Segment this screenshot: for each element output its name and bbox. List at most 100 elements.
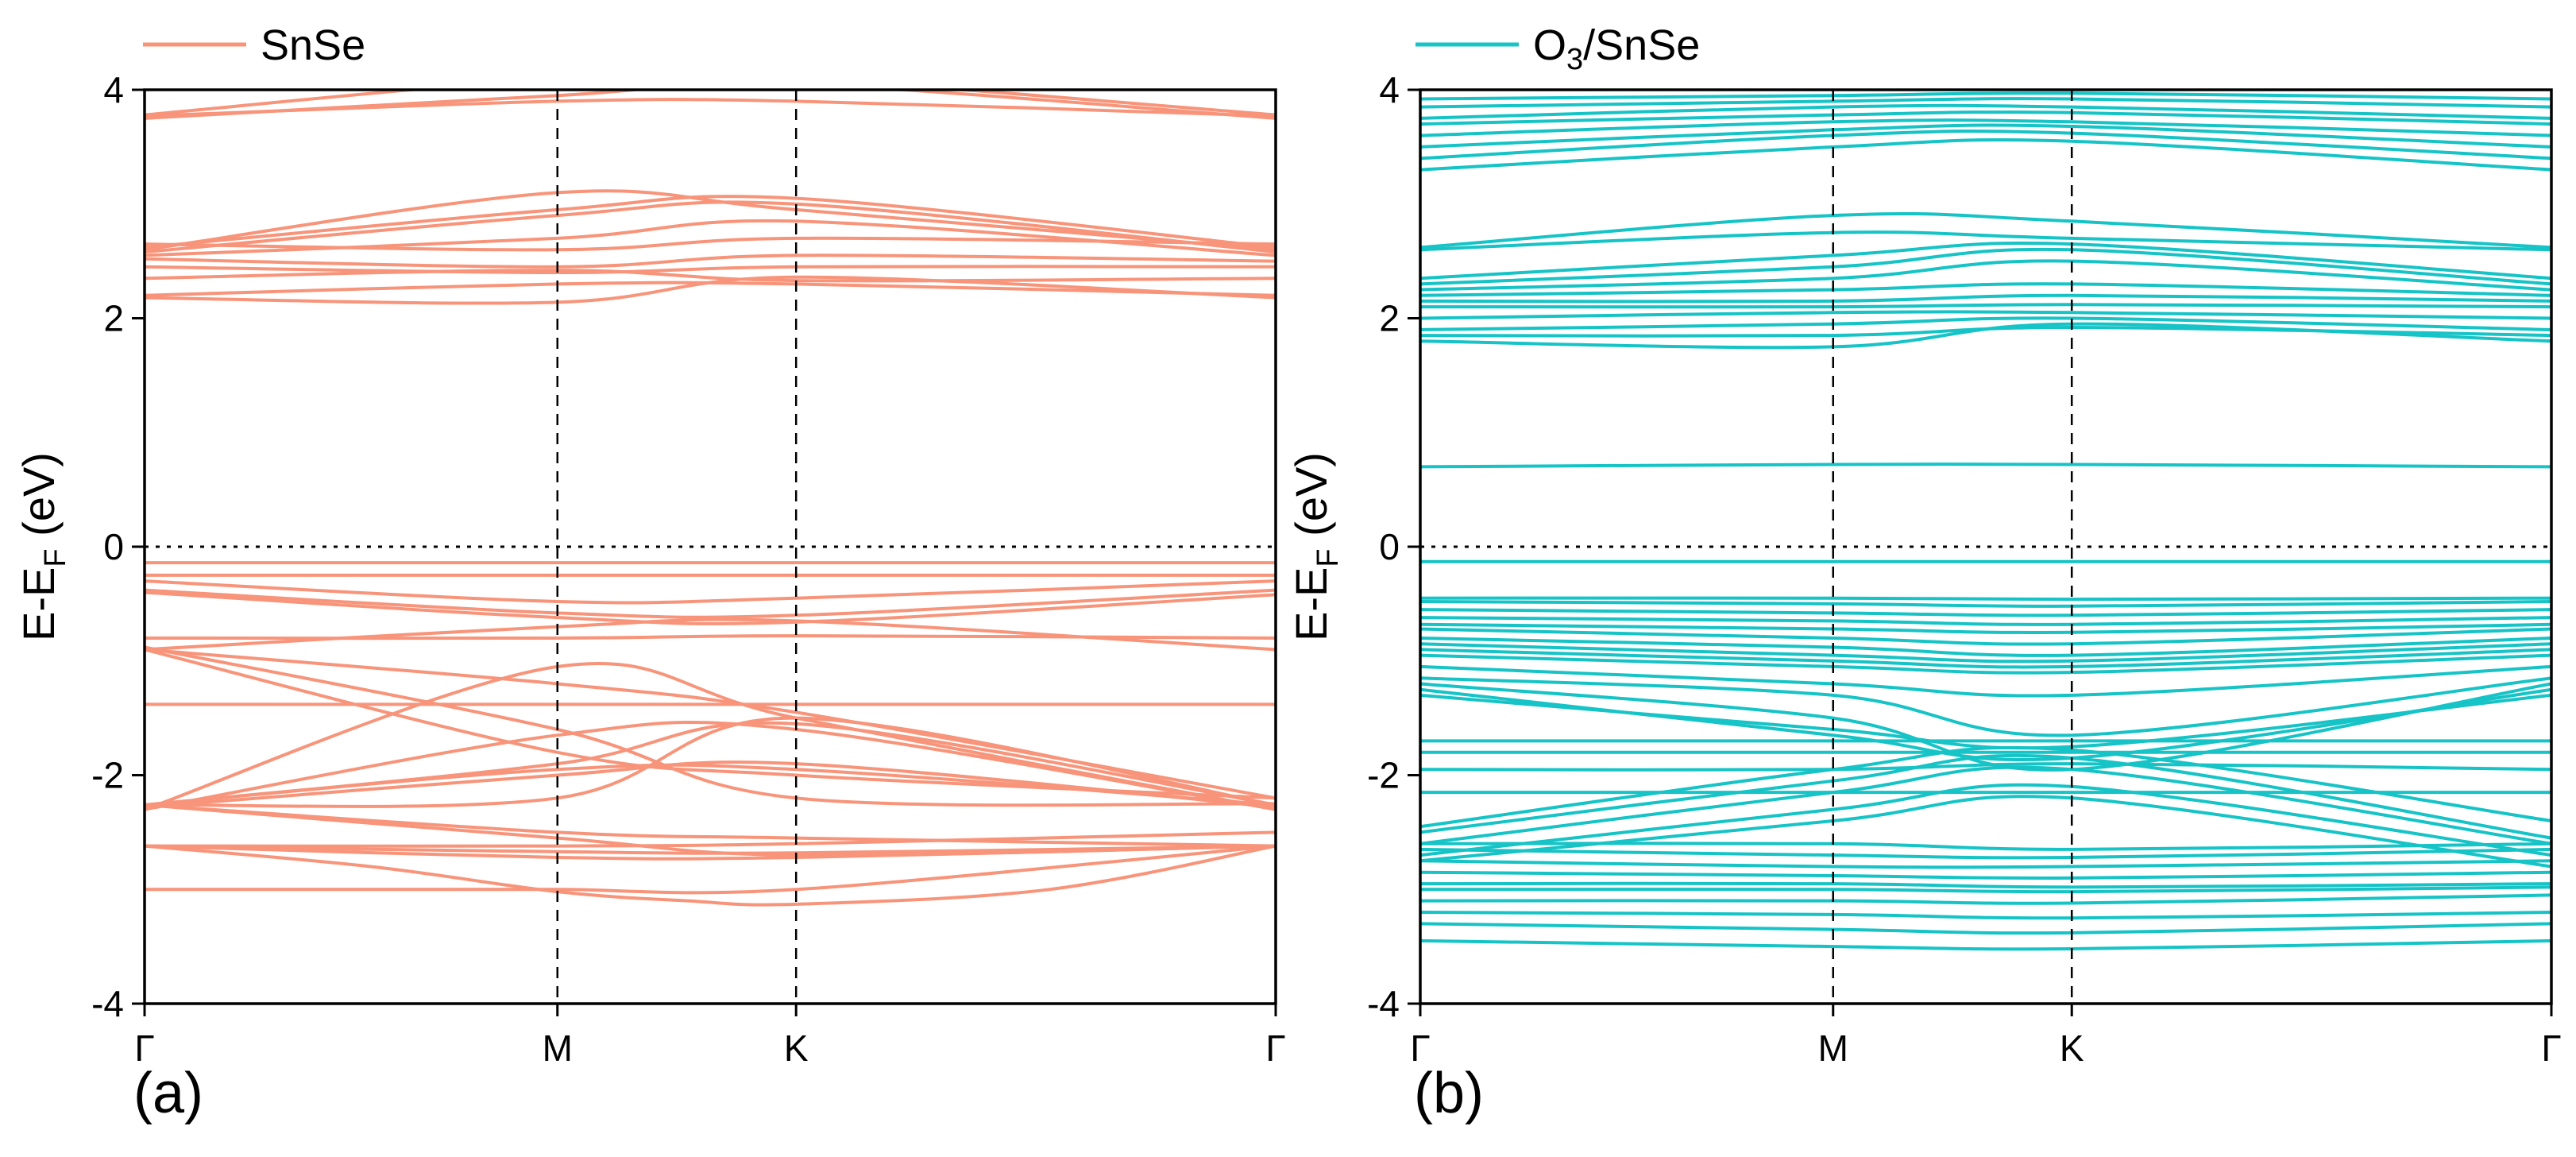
- band-line: [1420, 870, 2551, 880]
- y-axis-label-sub: F: [39, 548, 72, 567]
- band-line: [145, 830, 1276, 848]
- band-line: [145, 634, 1276, 640]
- legend-label: O3/SnSe: [1533, 21, 1700, 76]
- band-line: [1420, 893, 2551, 905]
- legend-label-main: O: [1533, 21, 1566, 69]
- band-line: [145, 590, 1276, 625]
- band-line: [1420, 462, 2551, 469]
- band-line: [1420, 676, 2551, 737]
- band-line: [1420, 259, 2551, 292]
- band-line: [1420, 316, 2551, 331]
- band-line: [1420, 653, 2551, 675]
- band-line: [1420, 911, 2551, 920]
- band-line: [145, 661, 1276, 811]
- band-line: [1420, 211, 2551, 250]
- band-lines: [145, 90, 1276, 907]
- kpoint-label: K: [784, 1027, 809, 1069]
- legend-label-rest: /SnSe: [1583, 21, 1700, 69]
- band-line: [1420, 682, 2551, 772]
- y-tick-label: 0: [1379, 526, 1400, 567]
- band-line: [1420, 938, 2551, 951]
- band-lines: [1420, 91, 2551, 951]
- band-line: [145, 219, 1276, 257]
- band-line: [145, 844, 1276, 907]
- y-axis-label-main: E-E: [1286, 567, 1336, 641]
- y-tick-label: 2: [103, 298, 124, 339]
- band-line: [1420, 596, 2551, 602]
- band-line: [1420, 795, 2551, 869]
- kpoint-label: M: [543, 1027, 573, 1069]
- y-tick-label: -4: [1367, 983, 1400, 1024]
- band-line: [145, 265, 1276, 275]
- y-tick-label: 0: [103, 526, 124, 567]
- band-line: [145, 648, 1276, 800]
- y-tick-label: -4: [91, 983, 124, 1024]
- band-line: [1420, 753, 2551, 840]
- kpoint-label: Γ: [1410, 1027, 1430, 1069]
- band-line: [1420, 91, 2551, 101]
- kpoint-label: Γ: [134, 1027, 154, 1069]
- band-line: [145, 90, 1276, 117]
- band-line: [145, 803, 1276, 857]
- band-line: [1420, 881, 2551, 889]
- y-tick-label: 4: [103, 69, 124, 110]
- band-line: [1420, 859, 2551, 869]
- band-line: [1420, 103, 2551, 120]
- band-line: [145, 720, 1276, 811]
- y-axis-label-unit: (eV): [1286, 452, 1336, 548]
- band-line: [1420, 885, 2551, 894]
- band-line: [145, 269, 1276, 283]
- band-line: [1420, 762, 2551, 772]
- band-line: [1420, 310, 2551, 320]
- legend-label: SnSe: [261, 21, 365, 69]
- band-line: [1420, 130, 2551, 161]
- band-line: [145, 579, 1276, 605]
- band-line: [1420, 648, 2551, 669]
- band-line: [1420, 642, 2551, 664]
- y-tick-label: 2: [1379, 298, 1400, 339]
- band-line: [1420, 664, 2551, 698]
- band-line: [145, 98, 1276, 118]
- band-line: [1420, 118, 2551, 137]
- panel-label: (b): [1414, 1062, 1484, 1125]
- band-line: [145, 253, 1276, 269]
- kpoint-label: Γ: [1265, 1027, 1285, 1069]
- band-line: [1420, 622, 2551, 634]
- y-axis-label: E-EF (eV): [14, 452, 72, 641]
- band-line: [145, 281, 1276, 297]
- band-line: [1420, 123, 2551, 149]
- plot-frame: [143, 88, 1277, 1005]
- band-line: [1420, 627, 2551, 646]
- kpoint-label: Γ: [2541, 1027, 2561, 1069]
- panel-label: (a): [133, 1062, 203, 1125]
- band-line: [145, 844, 1276, 895]
- band-line: [1420, 637, 2551, 657]
- band-line: [1420, 230, 2551, 252]
- band-line: [145, 648, 1276, 800]
- band-line: [145, 200, 1276, 254]
- y-axis-label: E-EF (eV): [1286, 452, 1345, 641]
- y-axis-label-sub: F: [1311, 548, 1345, 567]
- kpoint-label: M: [1818, 1027, 1848, 1069]
- band-line: [1420, 616, 2551, 626]
- band-line: [1420, 600, 2551, 608]
- band-line: [1420, 241, 2551, 281]
- y-tick-label: -2: [1367, 755, 1400, 796]
- plot-frame: [1419, 88, 2553, 1005]
- band-line: [1420, 303, 2551, 309]
- band-line: [145, 844, 1276, 855]
- band-line: [1420, 608, 2551, 617]
- band-line: [145, 275, 1276, 305]
- y-tick-label: -2: [91, 755, 124, 796]
- band-line: [1420, 110, 2551, 126]
- band-line: [1420, 293, 2551, 304]
- band-line: [1420, 783, 2551, 857]
- band-line: [145, 195, 1276, 250]
- band-line: [1420, 282, 2551, 297]
- band-line: [145, 236, 1276, 252]
- band-line: [1420, 922, 2551, 935]
- band-line: [1420, 745, 2551, 829]
